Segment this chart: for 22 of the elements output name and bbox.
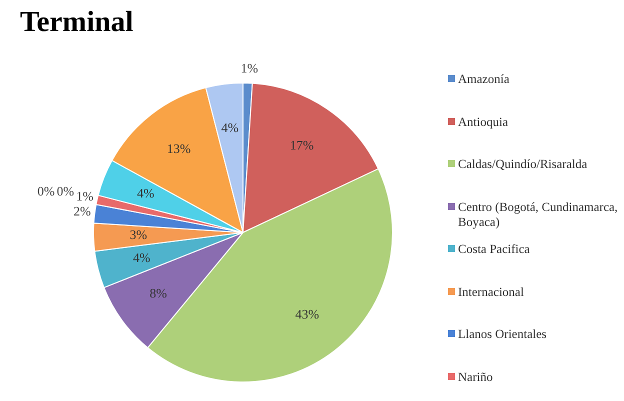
data-label: 4% <box>221 120 239 136</box>
data-label: 4% <box>132 250 150 265</box>
legend-label: Centro (Bogotá, Cundinamarca, Boyaca) <box>458 200 618 230</box>
data-label: 4% <box>137 185 155 200</box>
data-label: 13% <box>166 141 191 156</box>
legend-label: Caldas/Quindío/Risaralda <box>458 157 588 172</box>
text: 0% <box>56 183 74 198</box>
data-label: 1% <box>240 60 258 76</box>
chart-title: Terminal <box>20 6 134 39</box>
text: 0% <box>37 183 55 198</box>
legend-label: Llanos Orientales <box>458 327 547 342</box>
data-label: 3% <box>130 227 148 242</box>
data-label: 43% <box>295 306 320 322</box>
legend-label: Internacional <box>458 284 524 300</box>
data-label: 17% <box>290 137 314 152</box>
legend-label: Amazonía <box>458 72 510 87</box>
legend-label: Costa Pacifica <box>458 242 530 257</box>
data-label: 2% <box>73 203 91 218</box>
data-label: 8% <box>150 285 168 300</box>
data-label: 1% <box>76 188 94 204</box>
legend-label: Antioquia <box>458 114 508 130</box>
legend-label: Nariño <box>458 370 493 384</box>
